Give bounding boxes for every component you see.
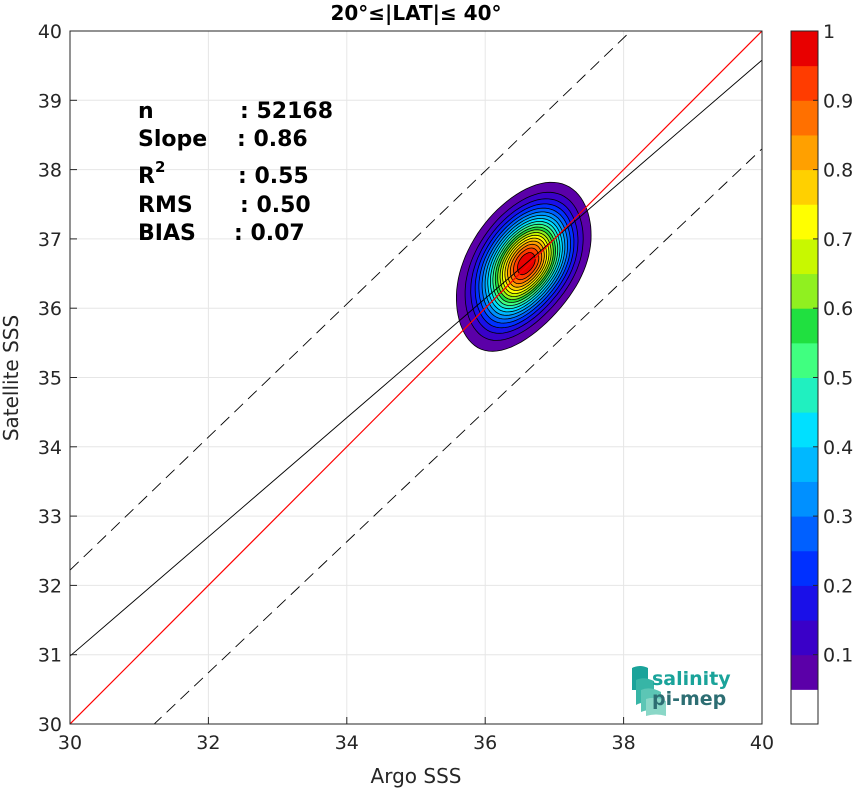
stat-value: : 0.07 xyxy=(234,221,305,246)
colorbar-segment xyxy=(791,31,818,67)
colorbar-tick-label: 0.3 xyxy=(823,506,853,528)
y-axis-label: Satellite SSS xyxy=(0,315,23,441)
y-tick-label: 36 xyxy=(38,298,62,320)
x-tick-label: 40 xyxy=(750,732,774,754)
logo-text-pi-mep: pi-mep xyxy=(652,688,726,710)
x-axis-ticks: 30 32 34 36 38 40 xyxy=(58,717,774,754)
colorbar: 0.1 0.2 0.3 0.4 0.5 0.6 0.7 0.8 0.9 1 xyxy=(790,21,853,725)
colorbar-segment xyxy=(791,446,818,482)
colorbar-segment xyxy=(791,516,818,552)
colorbar-segment xyxy=(791,377,818,413)
colorbar-segment xyxy=(791,100,818,136)
x-axis-label: Argo SSS xyxy=(371,764,462,788)
stat-value: : 0.50 xyxy=(240,193,311,218)
y-tick-label: 30 xyxy=(38,714,62,736)
stat-value: : 52168 xyxy=(240,99,333,124)
colorbar-segment xyxy=(791,65,818,101)
x-tick-label: 34 xyxy=(335,732,359,754)
colorbar-segment xyxy=(791,550,818,586)
colorbar-tick-label: 0.6 xyxy=(823,298,853,320)
colorbar-segment xyxy=(791,689,818,725)
colorbar-tick-label: 0.8 xyxy=(823,160,853,182)
y-tick-label: 31 xyxy=(38,645,62,667)
colorbar-segment xyxy=(791,204,818,240)
colorbar-tick-label: 0.1 xyxy=(823,645,853,667)
colorbar-tick-label: 0.4 xyxy=(823,437,853,459)
colorbar-segment xyxy=(791,481,818,517)
colorbar-segment xyxy=(791,654,818,690)
lower-bound-line xyxy=(153,148,762,724)
identity-line xyxy=(70,31,762,724)
colorbar-segment xyxy=(791,308,818,344)
y-tick-label: 39 xyxy=(38,90,62,112)
colorbar-tick-label: 0.7 xyxy=(823,229,853,251)
colorbar-segment xyxy=(791,342,818,378)
colorbar-segment xyxy=(791,169,818,205)
colorbar-segment xyxy=(791,620,818,656)
x-tick-label: 38 xyxy=(612,732,636,754)
regression-line xyxy=(70,59,762,657)
stat-value: : 0.55 xyxy=(238,164,309,189)
stat-label: BIAS xyxy=(138,221,196,246)
y-tick-label: 33 xyxy=(38,506,62,528)
colorbar-tick-label: 0.9 xyxy=(823,90,853,112)
wave-logo-icon xyxy=(632,666,666,716)
salinity-pi-mep-logo: salinity pi-mep xyxy=(632,666,731,716)
y-tick-label: 38 xyxy=(38,160,62,182)
colorbar-segment xyxy=(791,585,818,621)
colorbar-segment xyxy=(791,273,818,309)
stat-superscript: 2 xyxy=(155,158,165,176)
y-tick-label: 35 xyxy=(38,368,62,390)
colorbar-tick-label: 1 xyxy=(823,21,835,43)
y-tick-label: 40 xyxy=(38,21,62,43)
reference-lines xyxy=(70,31,762,724)
x-tick-label: 30 xyxy=(58,732,82,754)
y-tick-label: 37 xyxy=(38,229,62,251)
y-tick-label: 32 xyxy=(38,575,62,597)
stat-value: : 0.86 xyxy=(237,127,308,152)
grid xyxy=(69,30,763,725)
x-tick-label: 32 xyxy=(196,732,220,754)
colorbar-tick-label: 0.5 xyxy=(823,368,853,390)
stat-label: n xyxy=(138,99,154,124)
stat-label: Slope xyxy=(138,127,207,152)
logo-text-salinity: salinity xyxy=(652,668,731,690)
y-axis-ticks: 30 31 32 33 34 35 36 37 38 39 40 xyxy=(38,21,77,736)
colorbar-segment xyxy=(791,412,818,448)
density-contours xyxy=(456,181,592,352)
y-tick-label: 34 xyxy=(38,437,62,459)
chart-title: 20°≤|LAT|≤ 40° xyxy=(330,1,501,25)
stat-label: RMS xyxy=(138,193,193,218)
colorbar-tick-label: 0.2 xyxy=(823,575,853,597)
colorbar-segment xyxy=(791,134,818,171)
x-tick-label: 36 xyxy=(473,732,497,754)
upper-bound-line xyxy=(70,31,632,571)
colorbar-segment xyxy=(791,238,818,275)
